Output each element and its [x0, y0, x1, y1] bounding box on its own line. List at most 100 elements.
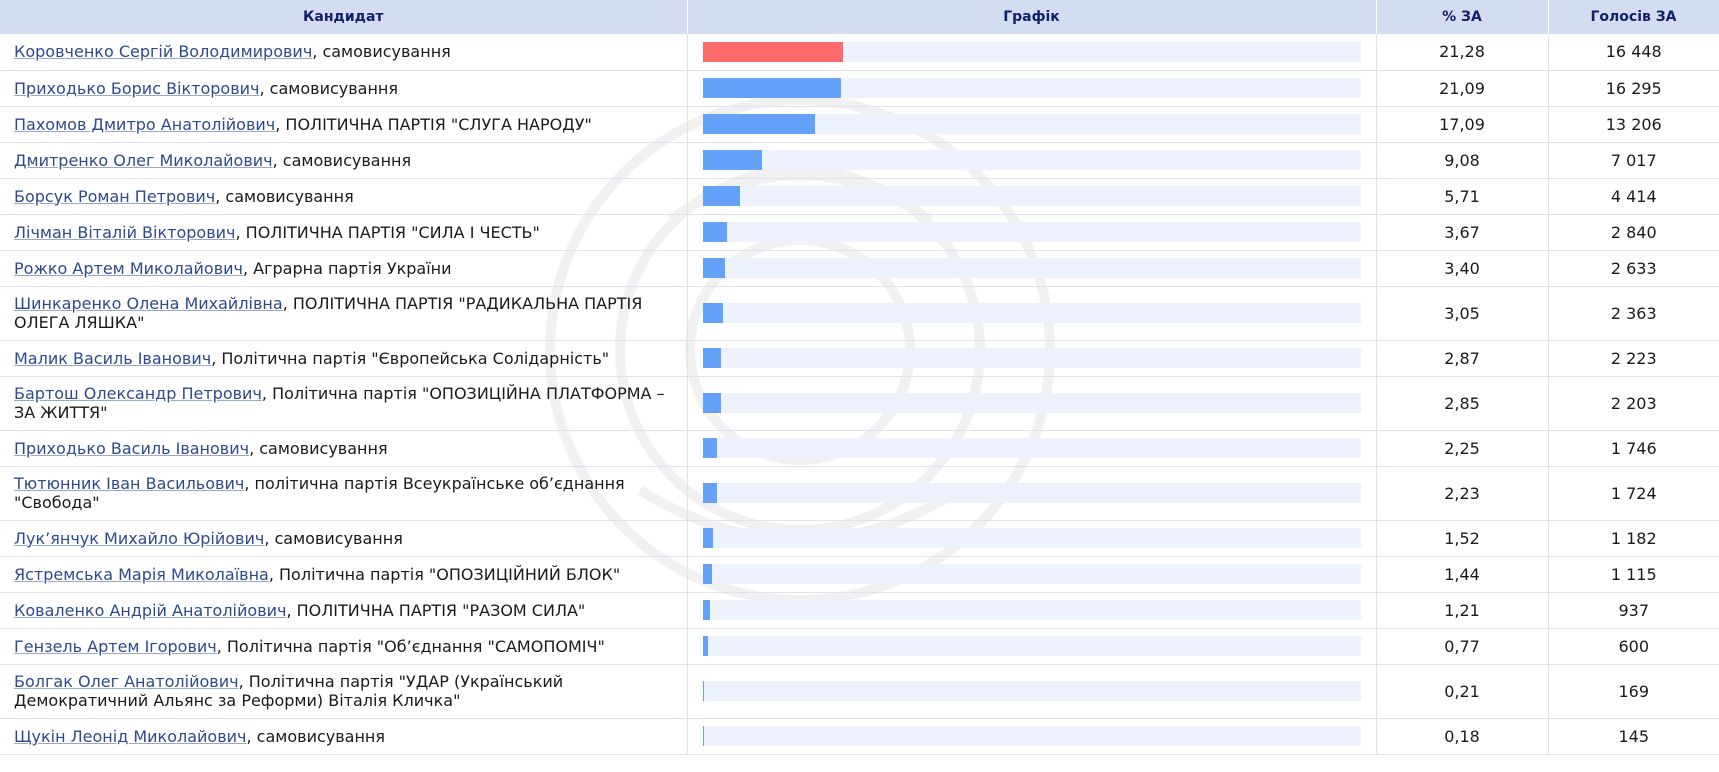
candidate-name-link[interactable]: Лук’янчук Михайло Юрійович — [14, 528, 265, 548]
bar-fill — [702, 636, 708, 656]
table-row: Борсук Роман Петрович, самовисування 5,71… — [0, 178, 1719, 215]
percent-cell: 3,40 — [1376, 250, 1549, 287]
candidate-party: , самовисування — [312, 42, 451, 62]
percent-cell: 1,44 — [1376, 556, 1549, 593]
table-row: Тютюнник Іван Васильович, політична парт… — [0, 466, 1719, 521]
graph-cell — [687, 592, 1377, 629]
votes-cell: 937 — [1548, 592, 1719, 629]
graph-cell — [687, 520, 1377, 557]
bar-fill — [702, 222, 727, 242]
votes-cell: 1 115 — [1548, 556, 1719, 593]
candidate-name-link[interactable]: Болгак Олег Анатолійович — [14, 672, 239, 691]
candidate-name-link[interactable]: Гензель Артем Ігорович — [14, 636, 217, 656]
column-header-candidate: Кандидат — [0, 0, 688, 34]
bar-fill — [702, 78, 842, 98]
table-row: Приходько Борис Вікторович, самовисуванн… — [0, 70, 1719, 107]
table-row: Бартош Олександр Петрович, Політична пар… — [0, 376, 1719, 431]
bar-track — [702, 150, 1361, 170]
bar-track — [702, 438, 1361, 458]
candidate-party: , Політична партія "ОПОЗИЦІЙНИЙ БЛОК" — [268, 564, 621, 584]
candidate-name-link[interactable]: Дмитренко Олег Миколайович — [14, 150, 273, 170]
votes-cell: 2 223 — [1548, 340, 1719, 377]
table-row: Болгак Олег Анатолійович, Політична парт… — [0, 664, 1719, 719]
candidate-name-link[interactable]: Лічман Віталій Вікторович — [14, 222, 236, 242]
votes-cell: 13 206 — [1548, 106, 1719, 143]
column-header-graph: Графік — [687, 0, 1377, 34]
bar-track — [702, 114, 1361, 134]
bar-fill — [702, 348, 722, 368]
candidate-party: , самовисування — [264, 528, 403, 548]
candidate-cell: Гензель Артем Ігорович, Політична партія… — [0, 628, 688, 665]
percent-cell: 21,28 — [1376, 34, 1549, 71]
percent-cell: 1,52 — [1376, 520, 1549, 557]
candidate-cell: Пахомов Дмитро Анатолійович, ПОЛІТИЧНА П… — [0, 106, 688, 143]
graph-cell — [687, 142, 1377, 179]
bar-track — [702, 222, 1361, 242]
candidate-party: , ПОЛІТИЧНА ПАРТІЯ "СЛУГА НАРОДУ" — [275, 114, 592, 134]
table-row: Приходько Василь Іванович, самовисування… — [0, 430, 1719, 467]
percent-cell: 2,25 — [1376, 430, 1549, 467]
bar-fill — [702, 393, 722, 413]
candidate-party: , ПОЛІТИЧНА ПАРТІЯ "СИЛА І ЧЕСТЬ" — [235, 222, 540, 242]
percent-cell: 21,09 — [1376, 70, 1549, 107]
candidate-name-link[interactable]: Борсук Роман Петрович — [14, 186, 216, 206]
votes-cell: 7 017 — [1548, 142, 1719, 179]
candidate-party: , самовисування — [249, 438, 388, 458]
candidate-cell: Ястремська Марія Миколаївна, Політична п… — [0, 556, 688, 593]
bar-track — [702, 726, 1361, 746]
candidate-cell: Малик Василь Іванович, Політична партія … — [0, 340, 688, 377]
table-row: Дмитренко Олег Миколайович, самовисуванн… — [0, 142, 1719, 179]
bar-track — [702, 303, 1361, 323]
candidate-name-link[interactable]: Тютюнник Іван Васильович — [14, 474, 245, 493]
candidate-name-link[interactable]: Ястремська Марія Миколаївна — [14, 564, 269, 584]
bar-track — [702, 528, 1361, 548]
candidate-party: , самовисування — [259, 78, 399, 98]
percent-cell: 1,21 — [1376, 592, 1549, 629]
candidate-name-link[interactable]: Щукін Леонід Миколайович — [14, 726, 247, 746]
candidate-cell: Приходько Василь Іванович, самовисування — [0, 430, 688, 467]
graph-cell — [687, 430, 1377, 467]
percent-cell: 2,85 — [1376, 376, 1549, 431]
candidate-party: , Політична партія "ОПОЗИЦІЙНА ПЛАТФОРМА… — [14, 384, 665, 422]
table-row: Щукін Леонід Миколайович, самовисування 0… — [0, 718, 1719, 755]
candidate-cell: Щукін Леонід Миколайович, самовисування — [0, 718, 688, 755]
candidate-cell: Дмитренко Олег Миколайович, самовисуванн… — [0, 142, 688, 179]
candidate-name-link[interactable]: Коровченко Сергій Володимирович — [14, 42, 313, 62]
percent-cell: 0,18 — [1376, 718, 1549, 755]
votes-cell: 2 633 — [1548, 250, 1719, 287]
percent-cell: 0,21 — [1376, 664, 1549, 719]
table-row: Шинкаренко Олена Михайлівна, ПОЛІТИЧНА П… — [0, 286, 1719, 341]
table-row: Лук’янчук Михайло Юрійович, самовисуванн… — [0, 520, 1719, 557]
percent-cell: 2,23 — [1376, 466, 1549, 521]
candidate-name-link[interactable]: Бартош Олександр Петрович — [14, 384, 262, 403]
graph-cell — [687, 628, 1377, 665]
candidate-name-link[interactable]: Рожко Артем Миколайович — [14, 258, 243, 278]
candidate-name-link[interactable]: Приходько Василь Іванович — [14, 438, 250, 458]
column-header-percent: % ЗА — [1376, 0, 1549, 34]
candidate-name-link[interactable]: Малик Василь Іванович — [14, 348, 212, 368]
candidate-cell: Коровченко Сергій Володимирович, самовис… — [0, 34, 688, 71]
candidate-name-link[interactable]: Приходько Борис Вікторович — [14, 78, 260, 98]
graph-cell — [687, 70, 1377, 107]
candidate-cell: Приходько Борис Вікторович, самовисуванн… — [0, 70, 688, 107]
table-row: Лічман Віталій Вікторович, ПОЛІТИЧНА ПАР… — [0, 214, 1719, 251]
graph-cell — [687, 340, 1377, 377]
bar-fill — [702, 114, 815, 134]
table-row: Гензель Артем Ігорович, Політична партія… — [0, 628, 1719, 665]
graph-cell — [687, 178, 1377, 215]
candidate-name-link[interactable]: Шинкаренко Олена Михайлівна — [14, 294, 283, 313]
table-row: Ястремська Марія Миколаївна, Політична п… — [0, 556, 1719, 593]
candidate-cell: Лук’янчук Михайло Юрійович, самовисуванн… — [0, 520, 688, 557]
graph-cell — [687, 106, 1377, 143]
candidate-name-link[interactable]: Коваленко Андрій Анатолійович — [14, 600, 287, 620]
candidate-cell: Борсук Роман Петрович, самовисування — [0, 178, 688, 215]
bar-track — [702, 78, 1361, 98]
candidate-cell: Лічман Віталій Вікторович, ПОЛІТИЧНА ПАР… — [0, 214, 688, 251]
votes-cell: 16 448 — [1548, 34, 1719, 71]
graph-cell — [687, 250, 1377, 287]
bar-fill — [702, 528, 713, 548]
percent-cell: 3,67 — [1376, 214, 1549, 251]
candidate-name-link[interactable]: Пахомов Дмитро Анатолійович — [14, 114, 276, 134]
votes-cell: 1 724 — [1548, 466, 1719, 521]
